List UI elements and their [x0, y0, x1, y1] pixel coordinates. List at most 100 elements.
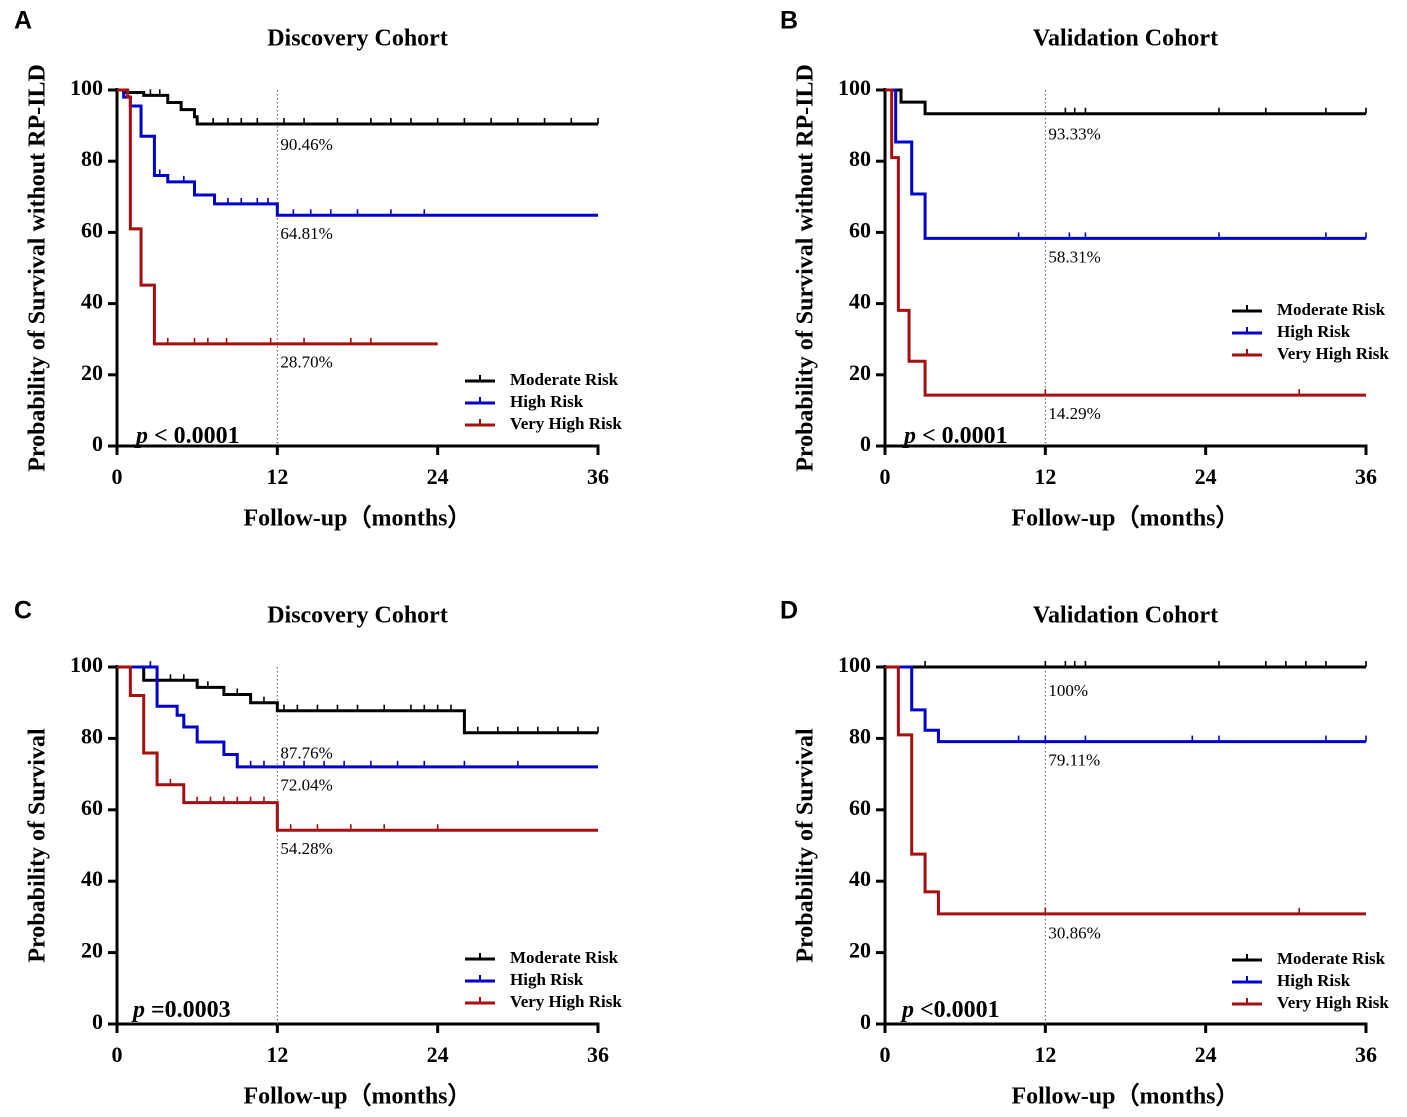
- x-axis-label: Follow-up（months）: [1011, 505, 1239, 532]
- x-tick-label: 0: [880, 1042, 891, 1067]
- legend-label: High Risk: [510, 392, 584, 411]
- y-tick-label: 40: [849, 289, 871, 314]
- y-tick-label: 20: [849, 938, 871, 963]
- y-tick-label: 20: [81, 360, 103, 385]
- chart-title: Validation Cohort: [1033, 26, 1218, 52]
- panel-letter: B: [780, 7, 798, 35]
- y-tick-label: 20: [81, 938, 103, 963]
- series-line-moderate-risk: [117, 665, 598, 735]
- y-tick-label: 60: [81, 217, 103, 242]
- legend-label: Very High Risk: [510, 414, 622, 433]
- survival-annotation: 54.28%: [280, 839, 332, 858]
- survival-annotation: 14.29%: [1048, 404, 1100, 423]
- y-tick-label: 100: [70, 652, 103, 677]
- y-tick-label: 60: [849, 795, 871, 820]
- legend-label: Moderate Risk: [1277, 300, 1386, 319]
- y-axis-label: Probability of Survival: [25, 728, 51, 963]
- x-tick-label: 24: [427, 464, 449, 489]
- legend-label: High Risk: [1277, 971, 1351, 990]
- y-tick-label: 80: [849, 723, 871, 748]
- x-axis-label: Follow-up（months）: [243, 505, 471, 532]
- survival-annotation: 93.33%: [1048, 125, 1100, 144]
- x-axis-label: Follow-up（months）: [243, 1083, 471, 1110]
- legend-item: High Risk: [1232, 971, 1351, 990]
- x-tick-label: 0: [112, 1042, 123, 1067]
- p-value-label: p <0.0001: [900, 997, 1000, 1023]
- legend-item: Very High Risk: [465, 992, 622, 1011]
- panel-letter: D: [780, 597, 798, 625]
- survival-annotation: 79.11%: [1048, 750, 1100, 769]
- series-line-moderate-risk: [117, 88, 598, 126]
- x-axis-label: Follow-up（months）: [1011, 1083, 1239, 1110]
- series-line-very-high-risk: [885, 88, 1366, 397]
- survival-annotation: 28.70%: [280, 353, 332, 372]
- panel-d: D Validation Cohort Probability of Surviva…: [780, 597, 1389, 1110]
- panel-c: C Discovery Cohort Probability of Survival…: [14, 597, 622, 1110]
- survival-annotation: 30.86%: [1048, 924, 1100, 943]
- survival-annotation: 72.04%: [280, 776, 332, 795]
- legend-label: High Risk: [1277, 322, 1351, 341]
- y-tick-label: 100: [838, 75, 871, 100]
- series-line-high-risk: [885, 665, 1366, 744]
- legend-item: High Risk: [465, 970, 584, 989]
- y-tick-label: 100: [838, 652, 871, 677]
- legend-item: Moderate Risk: [465, 370, 619, 389]
- series-line-very-high-risk: [117, 665, 598, 832]
- y-axis-label: Probability of Survival: [793, 728, 819, 963]
- y-axis-label: Probability of Survival without RP-ILD: [25, 64, 51, 472]
- x-tick-label: 36: [1355, 464, 1377, 489]
- x-tick-label: 36: [587, 1042, 609, 1067]
- p-value-label: p < 0.0001: [902, 423, 1008, 449]
- legend-item: Moderate Risk: [1232, 949, 1386, 968]
- survival-annotation: 64.81%: [280, 224, 332, 243]
- legend-item: Moderate Risk: [1232, 300, 1386, 319]
- y-tick-label: 20: [849, 360, 871, 385]
- x-tick-label: 12: [1034, 464, 1056, 489]
- legend-label: High Risk: [510, 970, 584, 989]
- x-tick-label: 12: [266, 464, 288, 489]
- chart-title: Validation Cohort: [1033, 603, 1218, 629]
- x-tick-label: 24: [1195, 1042, 1217, 1067]
- survival-annotation: 87.76%: [280, 744, 332, 763]
- legend-label: Very High Risk: [510, 992, 622, 1011]
- x-tick-label: 0: [880, 464, 891, 489]
- p-value-label: p =0.0003: [131, 997, 231, 1023]
- x-tick-label: 12: [1034, 1042, 1056, 1067]
- series-line-very-high-risk: [117, 88, 438, 346]
- legend-item: Very High Risk: [1232, 344, 1389, 363]
- y-tick-label: 0: [860, 1009, 871, 1034]
- x-tick-label: 36: [1355, 1042, 1377, 1067]
- y-tick-label: 60: [81, 795, 103, 820]
- y-tick-label: 100: [70, 75, 103, 100]
- y-tick-label: 0: [92, 431, 103, 456]
- series-line-moderate-risk: [885, 88, 1366, 116]
- chart-title: Discovery Cohort: [267, 26, 448, 52]
- legend-label: Moderate Risk: [1277, 949, 1386, 968]
- y-tick-label: 0: [92, 1009, 103, 1034]
- y-tick-label: 60: [849, 217, 871, 242]
- survival-annotation: 90.46%: [280, 135, 332, 154]
- x-tick-label: 0: [112, 464, 123, 489]
- y-axis-label: Probability of Survival without RP-ILD: [793, 64, 819, 472]
- series-line-very-high-risk: [885, 665, 1366, 916]
- panel-b: B Validation Cohort Probability of Surviva…: [780, 7, 1389, 532]
- y-tick-label: 40: [81, 289, 103, 314]
- legend-item: Very High Risk: [1232, 993, 1389, 1012]
- y-tick-label: 40: [81, 866, 103, 891]
- x-tick-label: 24: [427, 1042, 449, 1067]
- y-tick-label: 80: [81, 723, 103, 748]
- y-tick-label: 40: [849, 866, 871, 891]
- legend-item: High Risk: [465, 392, 584, 411]
- legend-item: Very High Risk: [465, 414, 622, 433]
- y-tick-label: 80: [849, 146, 871, 171]
- survival-annotation: 58.31%: [1048, 247, 1100, 266]
- series-line-high-risk: [117, 665, 598, 769]
- x-tick-label: 24: [1195, 464, 1217, 489]
- panel-letter: A: [14, 7, 32, 35]
- y-tick-label: 0: [860, 431, 871, 456]
- legend-label: Very High Risk: [1277, 344, 1389, 363]
- legend-label: Very High Risk: [1277, 993, 1389, 1012]
- survival-annotation: 100%: [1048, 681, 1088, 700]
- legend-item: Moderate Risk: [465, 948, 619, 967]
- x-tick-label: 36: [587, 464, 609, 489]
